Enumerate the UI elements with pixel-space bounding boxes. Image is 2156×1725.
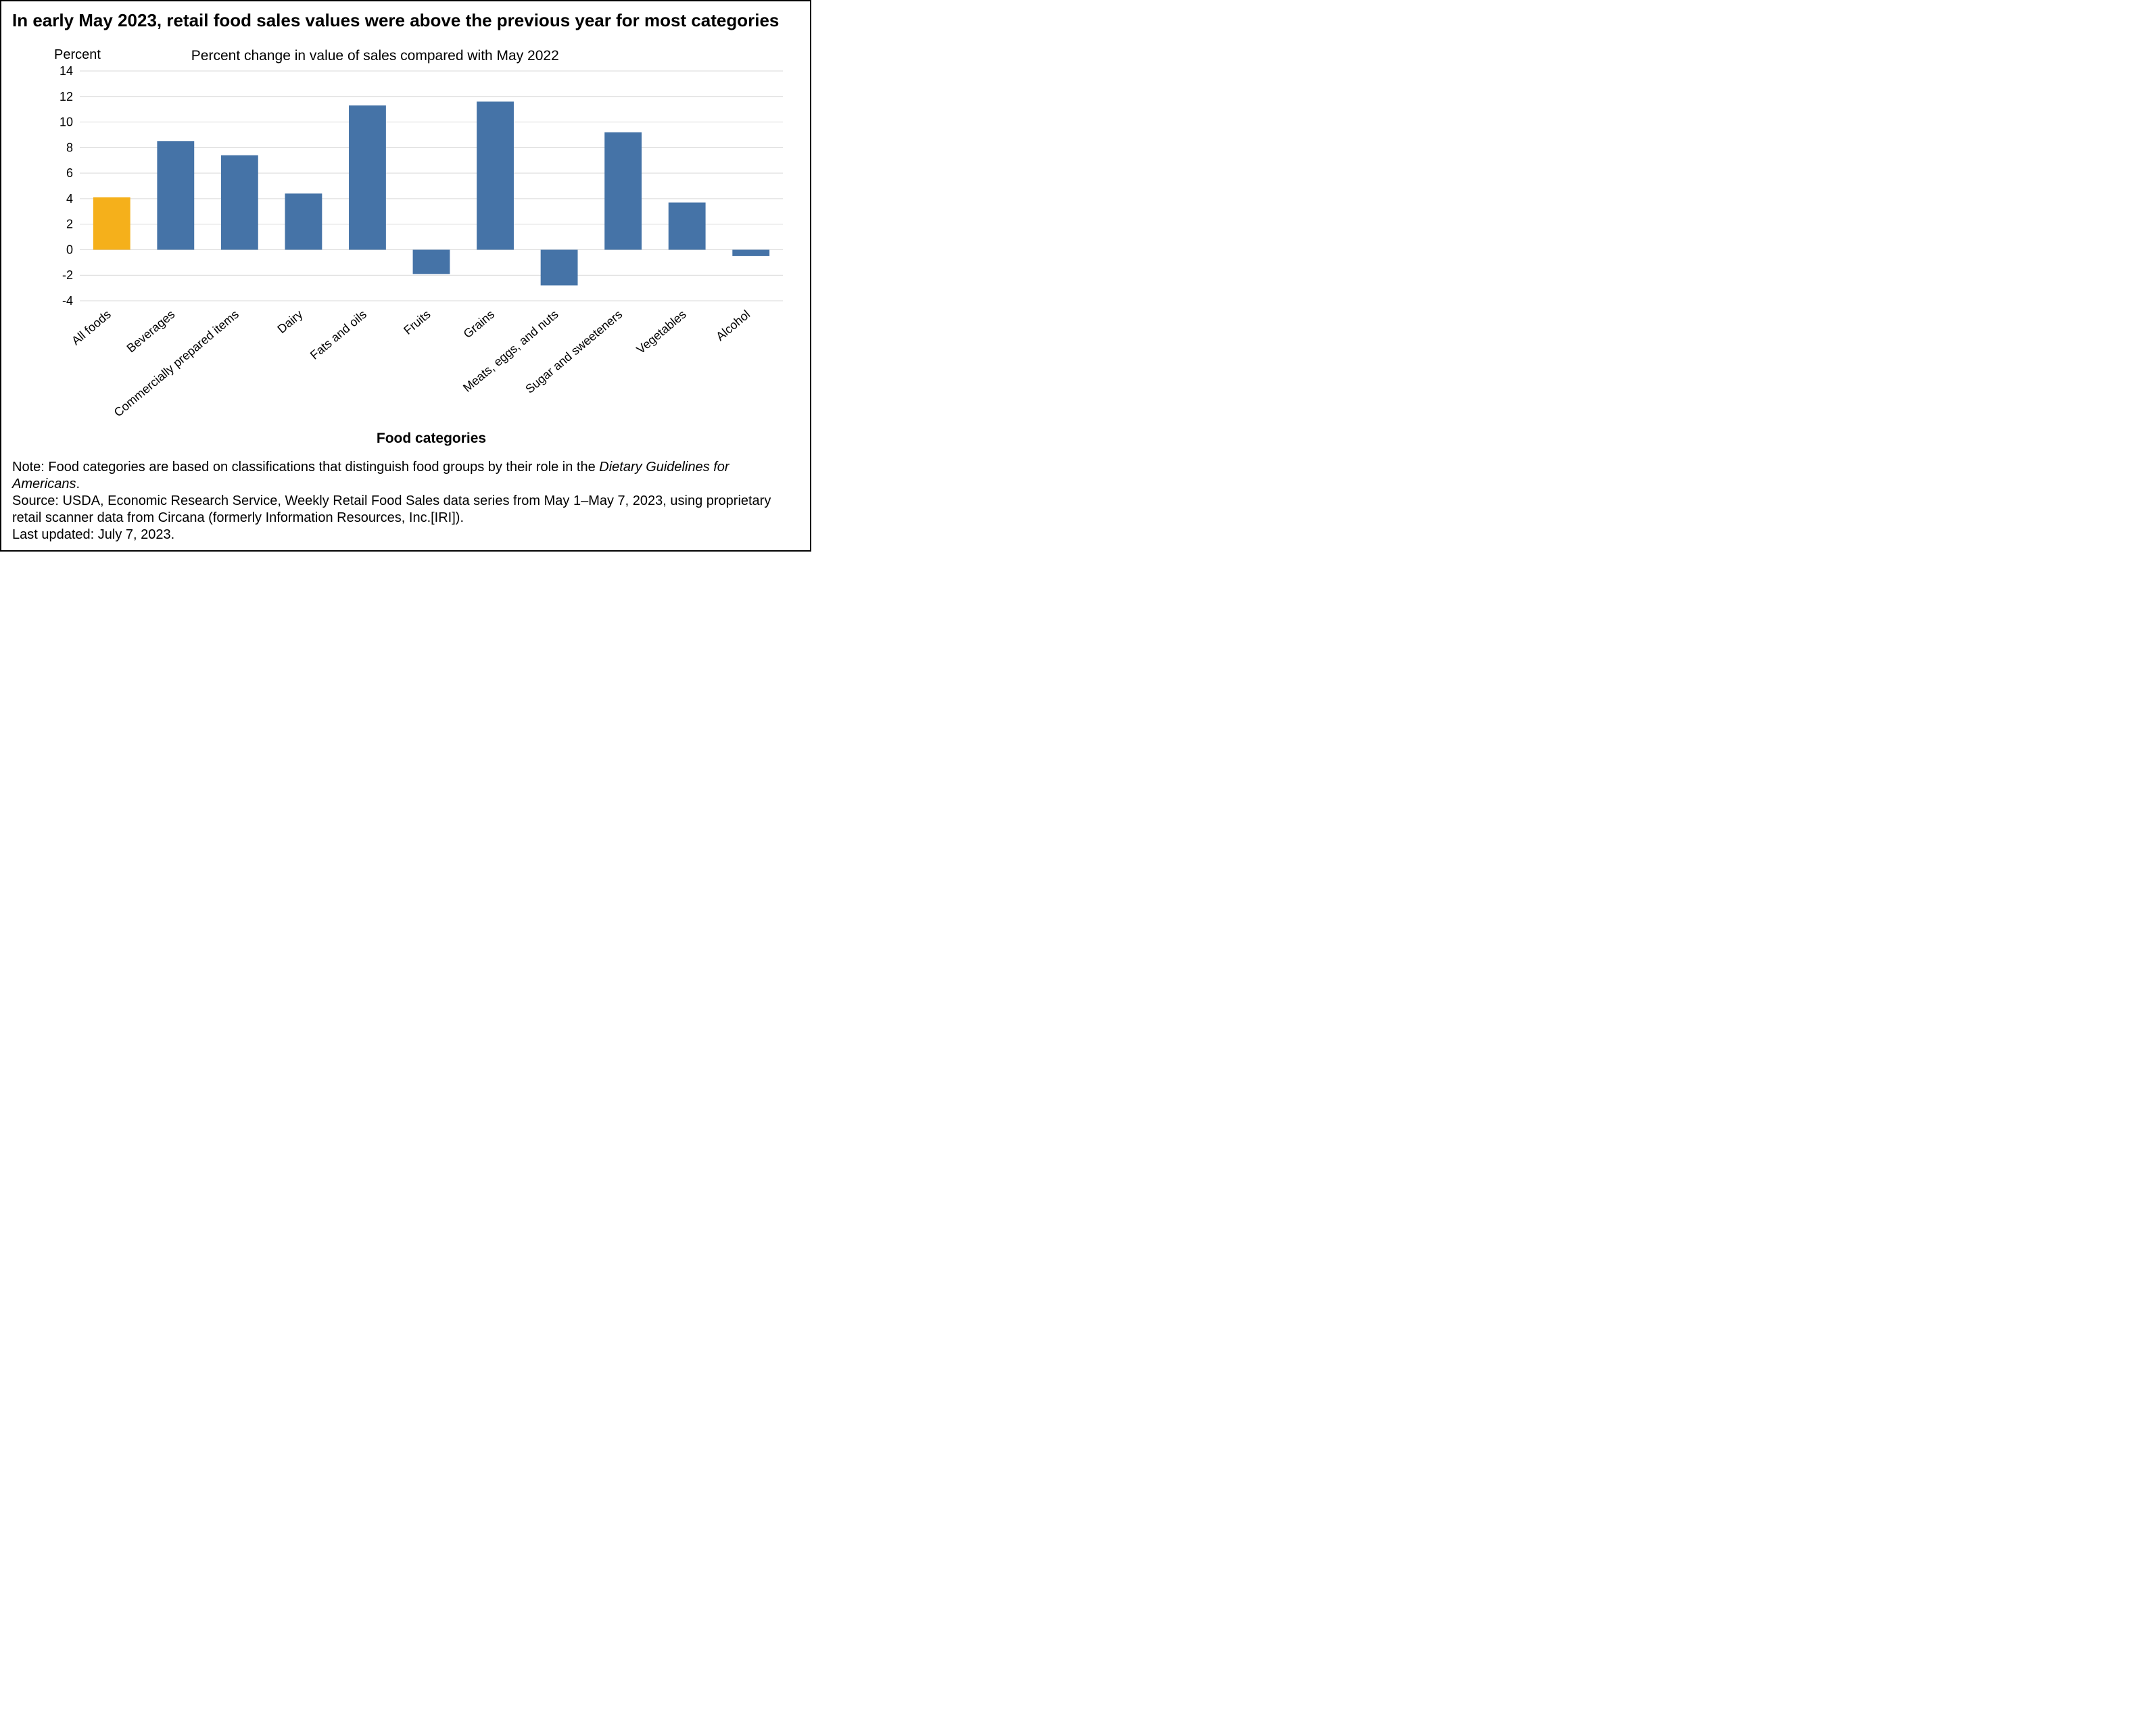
bar — [93, 197, 130, 249]
footnote-updated: Last updated: July 7, 2023. — [12, 527, 799, 543]
y-tick-label: 4 — [66, 191, 73, 205]
bar — [413, 249, 450, 274]
y-tick-label: -2 — [62, 268, 73, 282]
y-tick-label: 10 — [59, 115, 73, 128]
bar — [669, 202, 706, 249]
x-category-label: All foods — [69, 307, 114, 347]
bar — [349, 105, 386, 249]
x-category-label: Beverages — [124, 307, 178, 355]
bar — [541, 249, 578, 285]
x-category-label: Vegetables — [634, 307, 689, 356]
y-tick-label: 6 — [66, 166, 73, 180]
x-category-label: Commercially prepared items — [112, 307, 241, 419]
x-category-label: Fruits — [401, 307, 433, 337]
y-tick-label: 0 — [66, 243, 73, 256]
footnote-note-pre: Note: Food categories are based on class… — [12, 460, 599, 475]
bar — [732, 249, 769, 256]
x-category-label: Fats and oils — [308, 307, 369, 362]
x-category-label: Alcohol — [713, 307, 752, 343]
chart-title: In early May 2023, retail food sales val… — [12, 9, 799, 32]
chart-area: -4 -2 0 2 4 6 8 10 12 14 Percent Percent change in … — [12, 37, 799, 456]
y-axis-label: Percent — [54, 47, 101, 62]
bar — [477, 101, 514, 249]
y-tick-label: -4 — [62, 294, 73, 308]
bar — [221, 155, 258, 249]
x-category-label: Grains — [461, 307, 497, 340]
bar — [285, 193, 322, 249]
x-category-label: Dairy — [274, 307, 305, 335]
bar — [157, 141, 194, 249]
footnote-note-post: . — [76, 477, 80, 491]
y-tick-label: 8 — [66, 141, 73, 154]
chart-subtitle: Percent change in value of sales compare… — [191, 48, 559, 64]
footnote-note: Note: Food categories are based on class… — [12, 459, 799, 493]
y-tick-label: 14 — [59, 64, 73, 78]
bar-chart-svg: -4 -2 0 2 4 6 8 10 12 14 Percent Percent change in … — [12, 37, 796, 456]
footnote-source: Source: USDA, Economic Research Service,… — [12, 493, 799, 527]
y-tick-label: 2 — [66, 217, 73, 230]
y-tick-label: 12 — [59, 89, 73, 103]
chart-frame: In early May 2023, retail food sales val… — [0, 0, 811, 552]
x-axis-title: Food categories — [377, 431, 486, 446]
chart-footnotes: Note: Food categories are based on class… — [12, 459, 799, 543]
bar — [604, 132, 642, 249]
